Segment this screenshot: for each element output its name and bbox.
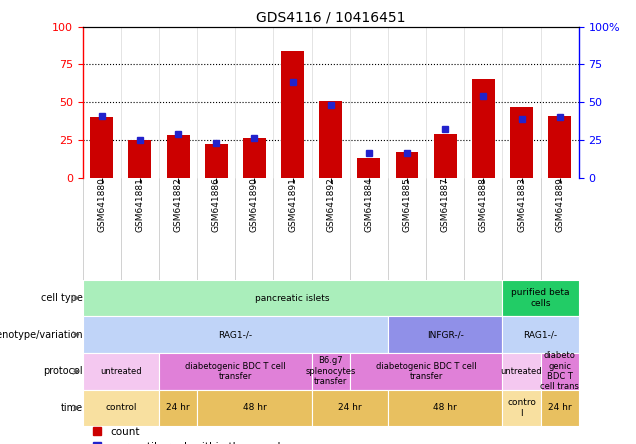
Bar: [83, 390, 159, 426]
Bar: [541, 353, 579, 390]
Bar: [319, 101, 342, 178]
Text: purified beta
cells: purified beta cells: [511, 288, 570, 308]
Bar: [205, 144, 228, 178]
Text: RAG1-/-: RAG1-/-: [218, 330, 252, 339]
Text: GSM641891: GSM641891: [288, 178, 297, 233]
Bar: [312, 353, 350, 390]
Text: GSM641890: GSM641890: [250, 178, 259, 233]
Text: genotype/variation: genotype/variation: [0, 329, 83, 340]
Text: GSM641880: GSM641880: [97, 178, 106, 233]
Bar: [350, 353, 502, 390]
Text: B6.g7
splenocytes
transfer: B6.g7 splenocytes transfer: [305, 357, 356, 386]
Text: untreated: untreated: [100, 367, 142, 376]
Bar: [312, 390, 388, 426]
Bar: [159, 353, 312, 390]
Text: 24 hr: 24 hr: [548, 404, 572, 412]
Text: time: time: [60, 403, 83, 413]
Legend: count, percentile rank within the sample: count, percentile rank within the sample: [88, 423, 291, 444]
Bar: [502, 280, 579, 316]
Bar: [502, 316, 579, 353]
Text: GSM641889: GSM641889: [555, 178, 564, 233]
Text: 48 hr: 48 hr: [242, 404, 266, 412]
Bar: [357, 158, 380, 178]
Text: diabeto
genic
BDC T
cell trans: diabeto genic BDC T cell trans: [540, 351, 579, 392]
Bar: [83, 280, 502, 316]
Text: 24 hr: 24 hr: [166, 404, 190, 412]
Bar: [541, 390, 579, 426]
Bar: [281, 51, 304, 178]
Bar: [128, 140, 151, 178]
Text: diabetogenic BDC T cell
transfer: diabetogenic BDC T cell transfer: [185, 361, 286, 381]
Text: GSM641882: GSM641882: [174, 178, 183, 232]
Text: RAG1-/-: RAG1-/-: [523, 330, 558, 339]
Bar: [472, 79, 495, 178]
Bar: [502, 390, 541, 426]
Bar: [396, 152, 418, 178]
Bar: [167, 135, 190, 178]
Text: GSM641887: GSM641887: [441, 178, 450, 233]
Text: protocol: protocol: [43, 366, 83, 377]
Text: 48 hr: 48 hr: [433, 404, 457, 412]
Bar: [159, 390, 197, 426]
Bar: [90, 117, 113, 178]
Text: GSM641883: GSM641883: [517, 178, 526, 233]
Text: GSM641892: GSM641892: [326, 178, 335, 232]
Bar: [502, 353, 541, 390]
Text: contro
l: contro l: [507, 398, 536, 418]
Title: GDS4116 / 10416451: GDS4116 / 10416451: [256, 10, 406, 24]
Text: GSM641881: GSM641881: [135, 178, 144, 233]
Bar: [243, 139, 266, 178]
Text: cell type: cell type: [41, 293, 83, 303]
Text: GSM641886: GSM641886: [212, 178, 221, 233]
Bar: [434, 134, 457, 178]
Bar: [548, 116, 571, 178]
Bar: [388, 316, 502, 353]
Text: pancreatic islets: pancreatic islets: [255, 293, 330, 302]
Bar: [83, 316, 388, 353]
Bar: [83, 353, 159, 390]
Bar: [510, 107, 533, 178]
Text: GSM641885: GSM641885: [403, 178, 411, 233]
Text: untreated: untreated: [501, 367, 543, 376]
Bar: [197, 390, 312, 426]
Text: GSM641884: GSM641884: [364, 178, 373, 232]
Text: control: control: [105, 404, 137, 412]
Text: diabetogenic BDC T cell
transfer: diabetogenic BDC T cell transfer: [376, 361, 476, 381]
Text: GSM641888: GSM641888: [479, 178, 488, 233]
Bar: [388, 390, 502, 426]
Text: 24 hr: 24 hr: [338, 404, 362, 412]
Text: INFGR-/-: INFGR-/-: [427, 330, 464, 339]
